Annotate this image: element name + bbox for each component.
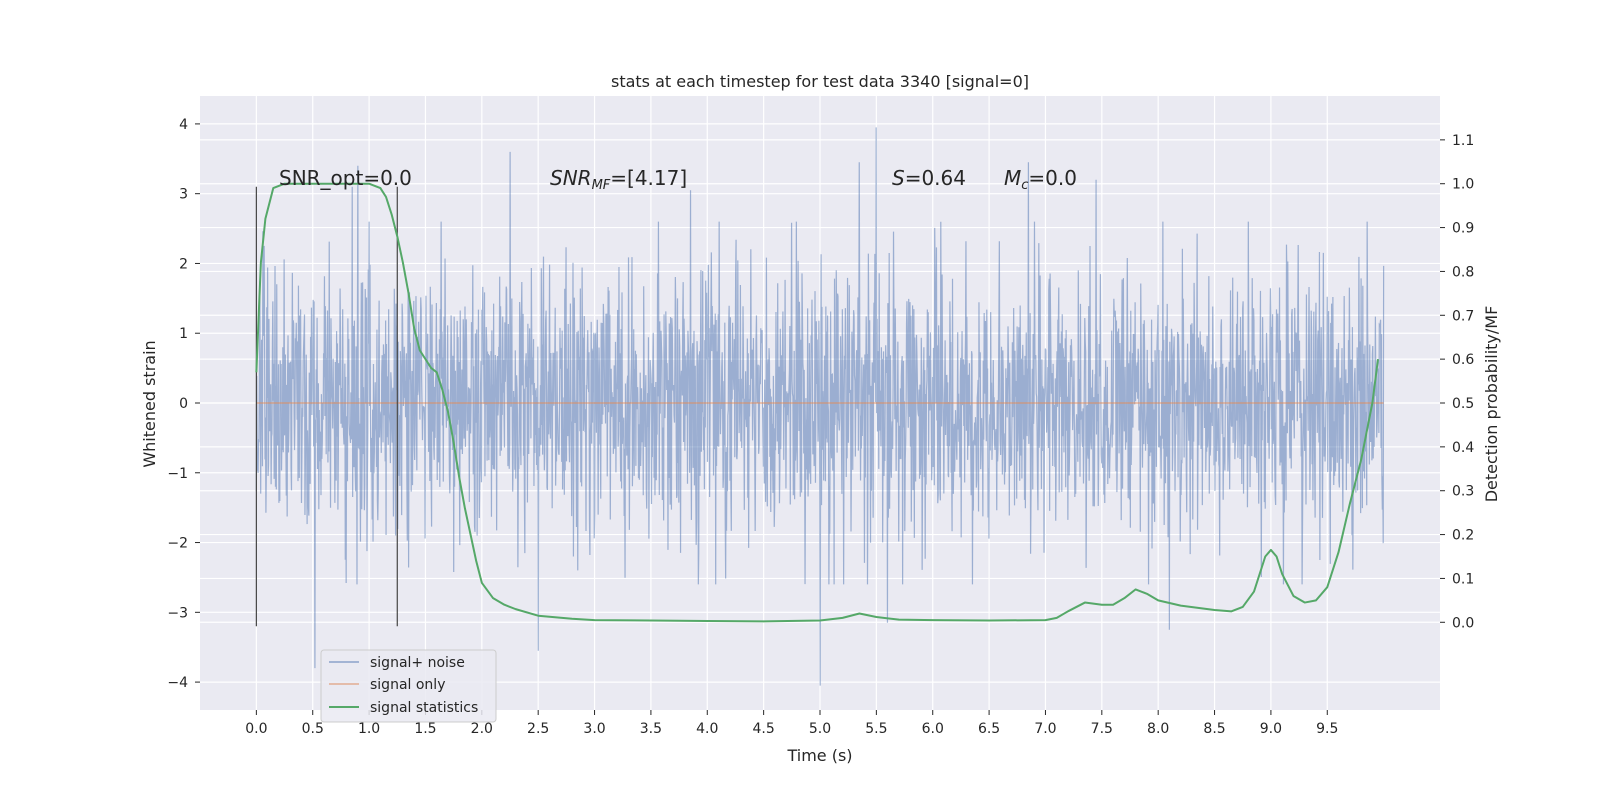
y-right-tick-label: 0.0 — [1452, 615, 1474, 631]
y-axis-right-title: Detection probability/MF — [1482, 306, 1501, 503]
y-axis-title: Whitened strain — [140, 340, 159, 467]
x-tick-label: 7.5 — [1091, 721, 1113, 737]
x-tick-label: 0.5 — [302, 721, 324, 737]
x-tick-label: 4.0 — [696, 721, 718, 737]
y-right-tick-label: 1.1 — [1452, 133, 1474, 149]
x-tick-label: 9.5 — [1316, 721, 1338, 737]
legend: signal+ noise signal only signal statist… — [320, 649, 497, 723]
x-tick-label: 2.5 — [527, 721, 549, 737]
x-tick-label: 0.0 — [245, 721, 267, 737]
chart-title: stats at each timestep for test data 334… — [611, 72, 1029, 91]
x-tick-label: 2.0 — [471, 721, 493, 737]
annotation-mc-subscript: c — [1021, 178, 1028, 193]
y-tick-label: −1 — [167, 466, 188, 482]
y-tick-label: 4 — [179, 117, 188, 133]
signal-noise-line — [255, 127, 1385, 686]
x-tick-label: 5.0 — [809, 721, 831, 737]
y-right-tick-label: 0.9 — [1452, 221, 1474, 237]
annotation-s: S=0.64 — [892, 166, 966, 190]
x-axis-title: Time (s) — [786, 746, 852, 765]
y-right-tick-label: 0.3 — [1452, 484, 1474, 500]
y-tick-label: 2 — [179, 256, 188, 272]
x-tick-label: 8.5 — [1203, 721, 1225, 737]
x-tick-label: 1.5 — [414, 721, 436, 737]
x-tick-label: 5.5 — [865, 721, 887, 737]
series-signal-statistics — [255, 182, 1379, 623]
x-tick-label: 7.0 — [1034, 721, 1056, 737]
legend-label-signal-only: signal only — [370, 677, 445, 693]
x-tick-label: 6.5 — [978, 721, 1000, 737]
y-right-tick-label: 0.6 — [1452, 352, 1474, 368]
y-right-tick-label: 1.0 — [1452, 177, 1474, 193]
y-right-tick-label: 0.2 — [1452, 528, 1474, 544]
annotation-mc-value: =0.0 — [1028, 166, 1077, 190]
y-tick-label: 0 — [179, 396, 188, 412]
annotation-s-value: =0.64 — [905, 166, 966, 190]
y-right-tick-label: 0.8 — [1452, 264, 1474, 280]
x-tick-label: 6.0 — [922, 721, 944, 737]
x-tick-label: 4.5 — [753, 721, 775, 737]
y-tick-label: 1 — [179, 326, 188, 342]
annotation-snr-mf-symbol: SNR — [550, 166, 592, 190]
annotation-mc: Mc=0.0 — [1004, 166, 1077, 193]
y-tick-label: −3 — [167, 605, 188, 621]
x-tick-label: 8.0 — [1147, 721, 1169, 737]
x-tick-label: 9.0 — [1260, 721, 1282, 737]
annotation-snr-mf: SNRMF=[4.17] — [550, 166, 687, 193]
x-tick-label: 1.0 — [358, 721, 380, 737]
legend-box — [320, 649, 497, 723]
vertical-markers — [255, 186, 398, 627]
y-right-tick-label: 0.4 — [1452, 440, 1474, 456]
y-tick-label: −2 — [167, 536, 188, 552]
y-tick-label: −4 — [167, 675, 188, 691]
y-tick-label: 3 — [179, 187, 188, 203]
y-right-tick-label: 0.5 — [1452, 396, 1474, 412]
ticks: 0.0 0.5 1.0 1.5 2.0 2.5 3.0 3.5 4.0 4.5 5.0 5.5 6.0 6… — [167, 117, 1474, 737]
y-right-tick-label: 0.1 — [1452, 571, 1474, 587]
annotation-snr-opt: SNR_opt=0.0 — [279, 166, 412, 190]
annotation-snr-mf-value: =[4.17] — [610, 166, 687, 190]
legend-label-signal-statistics: signal statistics — [370, 700, 478, 716]
annotation-snr-mf-subscript: MF — [592, 178, 611, 193]
annotation-mc-symbol: M — [1004, 166, 1021, 190]
signal-statistics-line — [255, 182, 1379, 623]
x-tick-label: 3.5 — [640, 721, 662, 737]
series-signal-noise — [255, 127, 1385, 686]
x-tick-label: 3.0 — [583, 721, 605, 737]
y-right-tick-label: 0.7 — [1452, 308, 1474, 324]
annotation-s-symbol: S — [892, 166, 905, 190]
legend-label-signal-noise: signal+ noise — [370, 655, 465, 671]
